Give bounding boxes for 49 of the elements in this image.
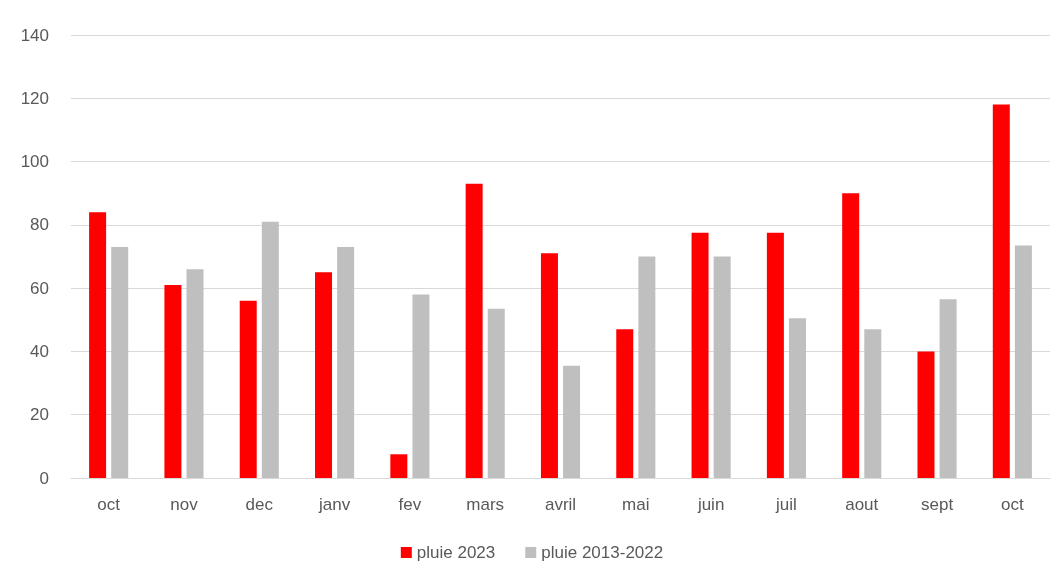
- y-tick-label: 140: [20, 25, 49, 45]
- y-tick-label: 20: [30, 405, 49, 425]
- x-tick-label: juil: [775, 495, 797, 514]
- x-tick-label: aout: [845, 495, 879, 514]
- y-tick-label: 100: [20, 152, 49, 172]
- bar: [261, 221, 279, 478]
- y-tick-label: 0: [39, 468, 49, 488]
- legend-label: pluie 2023: [416, 543, 496, 562]
- bar: [315, 272, 333, 478]
- y-tick-label: 40: [30, 341, 49, 361]
- bar: [111, 247, 129, 478]
- x-tick-label: dec: [245, 495, 274, 514]
- y-tick-label: 80: [30, 215, 49, 235]
- x-tick-label: mai: [622, 495, 650, 514]
- bar: [638, 256, 656, 478]
- bar: [842, 193, 860, 478]
- bar: [917, 351, 935, 478]
- x-tick-label: sept: [920, 495, 954, 514]
- legend-label: pluie 2013-2022: [541, 543, 664, 562]
- y-tick-label: 60: [30, 278, 49, 298]
- bar: [864, 329, 882, 478]
- bar: [616, 329, 634, 478]
- x-tick-label: fev: [398, 495, 422, 514]
- bar: [186, 269, 204, 478]
- bar: [563, 365, 581, 478]
- bar: [487, 308, 505, 478]
- bar: [164, 284, 182, 478]
- x-tick-label: juin: [696, 495, 725, 514]
- x-tick-label: nov: [170, 495, 199, 514]
- bar: [89, 212, 107, 478]
- bar: [239, 300, 257, 478]
- bar: [390, 454, 408, 478]
- bar: [713, 256, 731, 478]
- x-tick-label: oct: [1001, 495, 1024, 514]
- x-tick-label: avril: [544, 495, 577, 514]
- bar: [412, 294, 430, 478]
- bar: [691, 232, 709, 478]
- bar: [939, 299, 957, 478]
- bar: [1014, 245, 1032, 478]
- y-tick-label: 120: [20, 88, 49, 108]
- bar: [465, 183, 483, 478]
- bar: [788, 318, 806, 478]
- bar: [337, 247, 355, 478]
- x-tick-label: oct: [97, 495, 121, 514]
- x-tick-label: janv: [317, 495, 351, 514]
- bar: [992, 104, 1010, 478]
- x-tick-label: mars: [466, 495, 505, 514]
- bar: [766, 232, 784, 478]
- bar: [540, 253, 558, 478]
